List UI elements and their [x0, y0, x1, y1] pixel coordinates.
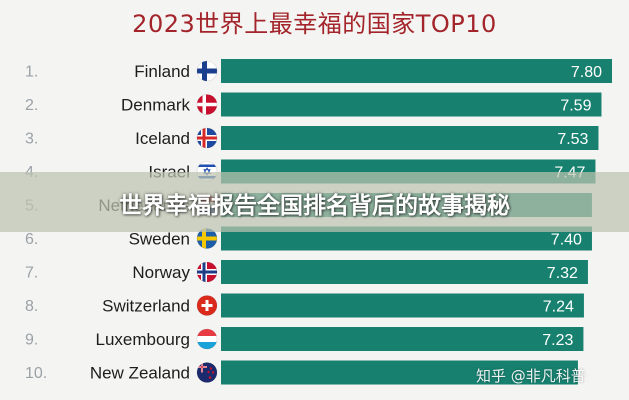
country-label: New Zealand [90, 364, 190, 383]
country-label: Sweden [129, 230, 190, 249]
bar-9 [221, 327, 584, 351]
bar-2 [221, 92, 602, 117]
bar-10 [221, 360, 578, 385]
value-label: 7.53 [557, 131, 588, 148]
bar-3 [221, 126, 599, 150]
rank-label: 9. [25, 332, 38, 349]
country-label: Norway [132, 263, 190, 282]
iceland-flag-icon [196, 127, 218, 149]
country-label: Finland [134, 62, 190, 81]
value-label: 7.32 [547, 265, 578, 282]
new-zealand-flag-icon [196, 362, 218, 383]
rank-label: 2. [25, 97, 38, 114]
watermark: 知乎 @非凡科普 [476, 367, 586, 385]
country-label: Iceland [135, 129, 190, 148]
norway-flag-icon [196, 261, 218, 283]
rank-label: 7. [25, 265, 38, 282]
luxembourg-flag-icon [196, 328, 218, 350]
value-label: 7.23 [542, 332, 573, 349]
switzerland-flag-icon [196, 295, 218, 316]
value-label: 7.40 [551, 232, 582, 249]
finland-flag-icon [196, 60, 218, 82]
denmark-flag-icon [196, 94, 218, 115]
country-label: Switzerland [102, 297, 190, 316]
rank-label: 8. [25, 298, 38, 315]
rank-label: 10. [25, 365, 47, 382]
overlay-banner [0, 172, 629, 232]
bar-7 [221, 260, 588, 284]
sweden-flag-icon [196, 228, 218, 249]
rank-label: 1. [25, 64, 38, 81]
value-label: 7.80 [571, 64, 602, 81]
country-label: Luxembourg [95, 330, 190, 349]
rank-label: 3. [25, 131, 38, 148]
chart-title: 2023世界上最幸福的国家TOP10 [132, 10, 497, 38]
country-label: Denmark [121, 96, 190, 115]
rank-label: 6. [25, 231, 38, 248]
value-label: 7.24 [543, 299, 574, 316]
banner-headline: 世界幸福报告全国排名背后的故事揭秘 [119, 193, 510, 219]
value-label: 7.59 [560, 98, 591, 115]
bar-8 [221, 293, 584, 318]
bar-1 [221, 59, 612, 83]
